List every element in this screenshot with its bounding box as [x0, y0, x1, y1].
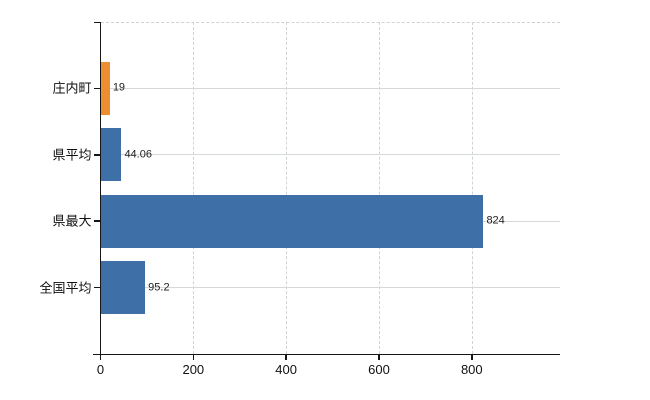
x-tick-label: 800	[460, 362, 483, 377]
plot-top-border	[100, 22, 560, 23]
x-tick	[99, 354, 102, 360]
x-tick	[285, 354, 287, 360]
y-tick	[93, 87, 100, 90]
x-tick-label: 600	[368, 362, 390, 377]
value-label: 824	[486, 214, 505, 227]
y-tick	[93, 220, 100, 222]
category-label-1: 庄内町	[52, 80, 92, 96]
x-tick	[378, 354, 380, 360]
value-label: 95.2	[148, 281, 170, 294]
x-gridline	[471, 22, 473, 354]
x-tick-label: 0	[96, 362, 105, 377]
y-axis-top-tick	[93, 21, 101, 23]
y-tick	[93, 286, 100, 289]
bar-庄内町	[101, 61, 110, 115]
category-label-2: 県平均	[52, 147, 92, 163]
category-label-3: 県最大	[52, 213, 92, 229]
category-label-4: 全国平均	[39, 280, 92, 296]
x-gridline	[286, 22, 288, 354]
x-tick-label: 400	[275, 362, 297, 377]
x-tick-label: 200	[182, 362, 205, 377]
value-label: 19	[112, 81, 126, 94]
x-gridline	[378, 22, 380, 354]
bar-全国平均	[101, 261, 146, 315]
value-label: 44.06	[124, 148, 152, 161]
x-tick	[471, 354, 473, 360]
x-gridline	[193, 22, 195, 354]
category-gridline	[100, 287, 560, 289]
category-gridline	[100, 154, 560, 156]
category-gridline	[100, 87, 560, 89]
x-axis	[92, 353, 560, 355]
y-axis	[99, 22, 101, 354]
x-tick	[192, 354, 195, 360]
y-tick	[93, 154, 100, 156]
bar-県最大	[101, 194, 484, 248]
bar-県平均	[101, 128, 122, 182]
